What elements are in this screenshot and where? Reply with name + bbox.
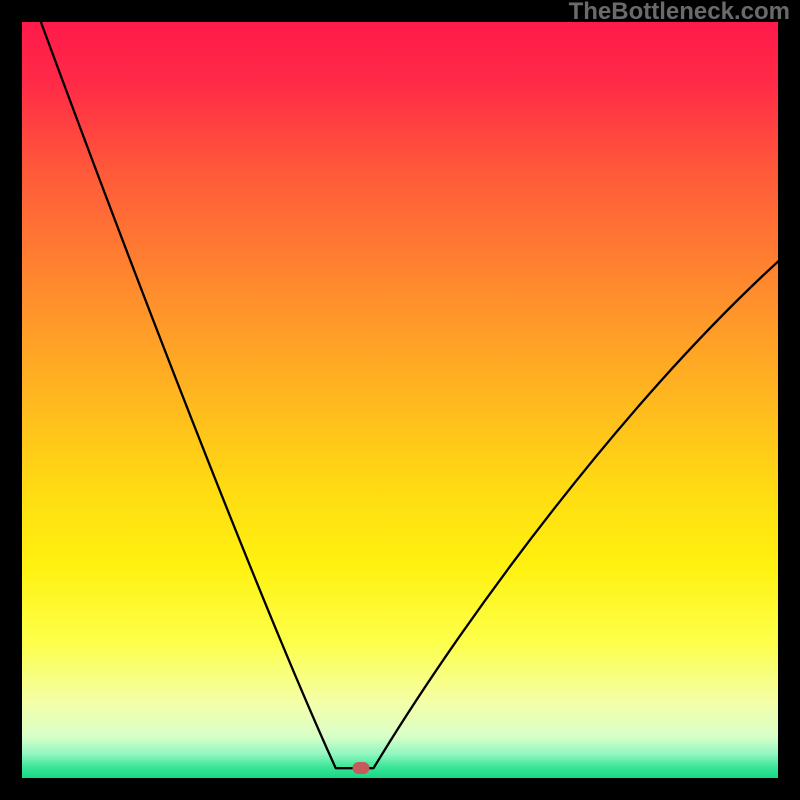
chart-frame	[0, 0, 800, 800]
watermark-label: TheBottleneck.com	[569, 0, 790, 26]
chart-container: TheBottleneck.com	[0, 0, 800, 800]
bottleneck-curve	[22, 22, 778, 778]
min-marker	[352, 762, 369, 774]
plot-area	[22, 22, 778, 778]
